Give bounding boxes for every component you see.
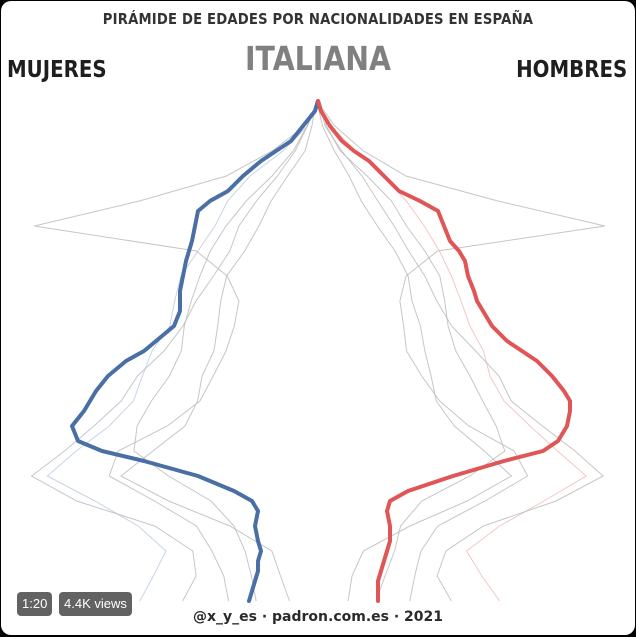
ghost-line-left-2 [120,100,317,602]
ghost-lines-group [30,100,606,602]
ghost-line-left-4 [133,100,320,602]
chart-subtitle: ITALIANA [244,39,392,78]
video-duration-badge: 1:20 [17,592,53,616]
ghost-line-right-3 [318,100,604,602]
ghost-line-right-2 [316,100,513,602]
ghost-line-left-1 [46,100,318,602]
video-views-badge: 4.4K views [59,592,132,616]
series-line-mujeres [70,99,320,603]
series-line-hombres [316,99,572,603]
ghost-line-right-1 [315,100,588,602]
left-series-label: MUJERES [7,57,107,83]
right-series-label: HOMBRES [515,57,627,83]
ghost-line-right-4 [319,100,506,602]
ghost-line-left-3 [30,100,318,602]
credit-footer: @x_y_es · padron.com.es · 2021 [192,609,444,625]
chart-title: PIRÁMIDE DE EDADES POR NACIONALIDADES EN… [102,10,534,28]
main-series-group [70,99,572,603]
ghost-line-left-0 [34,100,319,602]
ghost-line-right-0 [316,100,606,602]
